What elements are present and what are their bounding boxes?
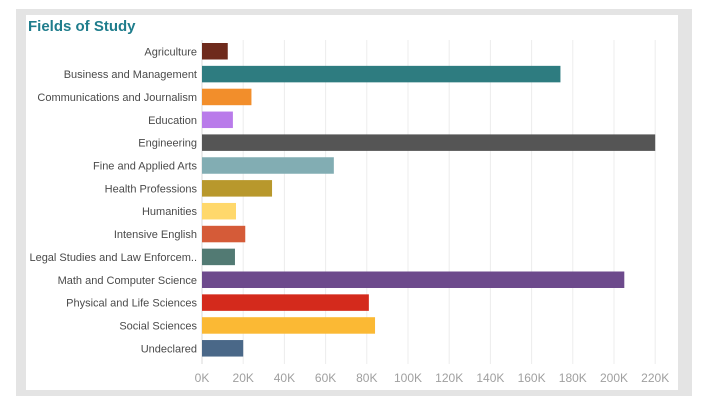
- category-label: Agriculture: [144, 46, 197, 58]
- category-label: Health Professions: [105, 183, 198, 195]
- bar: [202, 202, 236, 220]
- bar: [202, 88, 252, 106]
- x-tick-label: 0K: [195, 371, 210, 385]
- chart-title: Fields of Study: [28, 18, 136, 35]
- x-tick-label: 80K: [356, 371, 377, 385]
- x-tick-label: 220K: [641, 371, 669, 385]
- category-label: Social Sciences: [119, 320, 197, 332]
- bar: [202, 157, 334, 174]
- bar: [202, 248, 235, 266]
- x-tick-label: 100K: [394, 371, 422, 385]
- bar: [202, 317, 376, 334]
- bar: [202, 180, 273, 197]
- x-tick-label: 20K: [233, 371, 254, 385]
- x-tick-label: 40K: [274, 371, 295, 385]
- category-label: Humanities: [142, 206, 198, 218]
- category-label: Fine and Applied Arts: [93, 161, 197, 173]
- bar: [202, 65, 561, 83]
- x-tick-label: 180K: [559, 371, 587, 385]
- category-label: Legal Studies and Law Enforcem..: [29, 252, 197, 264]
- bar: [202, 225, 246, 243]
- bar: [202, 271, 625, 288]
- category-label: Math and Computer Science: [58, 275, 197, 287]
- x-tick-label: 160K: [518, 371, 546, 385]
- bar: [202, 111, 233, 129]
- bar: [202, 340, 244, 357]
- category-label: Business and Management: [64, 69, 197, 81]
- bar: [202, 134, 656, 151]
- bar: [202, 294, 369, 311]
- x-tick-label: 140K: [476, 371, 504, 385]
- category-label: Intensive English: [114, 229, 197, 241]
- x-tick-label: 120K: [435, 371, 463, 385]
- x-tick-label: 200K: [600, 371, 628, 385]
- bar: [202, 43, 228, 60]
- category-label: Physical and Life Sciences: [66, 298, 197, 310]
- x-tick-label: 60K: [315, 371, 336, 385]
- category-label: Engineering: [138, 138, 197, 150]
- category-label: Education: [148, 115, 197, 127]
- category-label: Communications and Journalism: [37, 92, 197, 104]
- category-label: Undeclared: [141, 343, 197, 355]
